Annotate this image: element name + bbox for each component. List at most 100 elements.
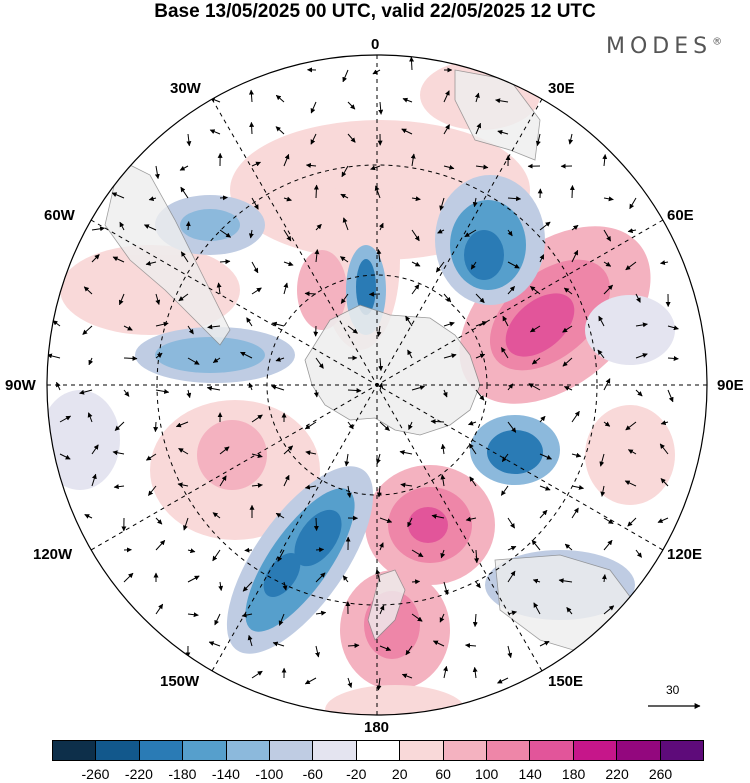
wind-vector bbox=[442, 389, 448, 398]
longitude-label-30w: 30W bbox=[170, 80, 201, 97]
wind-vector bbox=[376, 453, 381, 465]
wind-vector bbox=[283, 229, 292, 242]
wind-vector bbox=[474, 92, 480, 103]
wind-vector bbox=[214, 613, 221, 626]
colorbar-swatch bbox=[356, 741, 401, 760]
wind-vector bbox=[186, 389, 192, 399]
wind-vector bbox=[475, 353, 486, 359]
colorbar-swatch bbox=[487, 741, 531, 760]
colorbar-tick-label: -60 bbox=[302, 766, 323, 782]
wind-vector bbox=[667, 389, 674, 403]
wind-vector bbox=[275, 512, 285, 519]
wind-vector bbox=[411, 196, 421, 202]
wind-vector bbox=[530, 286, 541, 295]
wind-vector bbox=[464, 229, 477, 238]
wind-vector bbox=[601, 574, 607, 583]
wind-vector bbox=[529, 325, 541, 333]
wind-vector bbox=[271, 321, 285, 327]
wind-vector bbox=[183, 517, 189, 531]
colorbar-swatch bbox=[183, 741, 227, 760]
wind-vector bbox=[531, 539, 541, 551]
colorbar-swatch bbox=[96, 741, 140, 760]
wind-vector bbox=[660, 420, 669, 426]
anomaly-region bbox=[408, 507, 448, 543]
wind-vector bbox=[629, 197, 637, 210]
wind-vector bbox=[571, 452, 582, 458]
wind-vector bbox=[209, 129, 221, 135]
wind-vector bbox=[219, 229, 232, 238]
longitude-label-60e: 60E bbox=[667, 207, 694, 224]
longitude-label-30e: 30E bbox=[548, 80, 575, 97]
wind-vector bbox=[219, 195, 228, 201]
wind-vector bbox=[275, 94, 285, 103]
colorbar-swatch bbox=[270, 741, 314, 760]
wind-vector bbox=[112, 450, 125, 456]
wind-vector bbox=[507, 645, 513, 659]
wind-vector bbox=[539, 640, 550, 647]
wind-vector bbox=[249, 121, 255, 135]
wind-vector bbox=[272, 641, 285, 647]
wind-vector bbox=[304, 484, 317, 490]
wind-vector bbox=[470, 261, 477, 270]
wind-vector bbox=[443, 581, 449, 595]
wind-vector bbox=[603, 421, 611, 427]
wind-vector bbox=[660, 478, 669, 487]
wind-vector bbox=[399, 450, 413, 455]
wind-vector bbox=[251, 161, 261, 167]
wind-vectors bbox=[47, 56, 679, 691]
colorbar-tick-label: 180 bbox=[561, 766, 586, 782]
wind-vector bbox=[635, 322, 648, 328]
colorbar-swatch bbox=[313, 741, 357, 760]
wind-vector bbox=[240, 351, 253, 359]
longitude-label-60w: 60W bbox=[44, 207, 75, 224]
wind-vector bbox=[379, 542, 384, 551]
wind-vector bbox=[566, 607, 573, 615]
wind-vector bbox=[502, 315, 509, 327]
colorbar-swatch bbox=[617, 741, 661, 760]
wind-vector bbox=[472, 613, 478, 628]
wind-vector bbox=[439, 197, 445, 211]
colorbar-swatch bbox=[400, 741, 444, 760]
wind-vector bbox=[602, 154, 608, 167]
wind-vector bbox=[660, 260, 669, 266]
wind-vector bbox=[251, 414, 263, 423]
wind-vector bbox=[187, 548, 196, 554]
wind-vector bbox=[59, 415, 72, 423]
colorbar-tick-label: 20 bbox=[391, 766, 408, 782]
wind-vector bbox=[497, 677, 509, 684]
wind-vector bbox=[402, 97, 413, 103]
wind-vector bbox=[212, 357, 221, 364]
colorbar-tick-label: 220 bbox=[605, 766, 629, 782]
wind-vector bbox=[82, 325, 93, 335]
wind-vector bbox=[372, 69, 381, 75]
wind-vector bbox=[175, 421, 189, 428]
wind-vector bbox=[241, 612, 253, 618]
wind-vector bbox=[627, 517, 637, 527]
anomaly-region bbox=[47, 390, 120, 490]
colorbar-tick-label: 140 bbox=[518, 766, 542, 782]
wind-vector bbox=[315, 357, 324, 369]
wind-vector bbox=[410, 153, 416, 167]
wind-vector bbox=[603, 284, 613, 295]
wind-vector bbox=[475, 293, 485, 304]
wind-vector bbox=[123, 325, 133, 331]
wind-vector bbox=[83, 286, 93, 295]
colorbar-tick-label: 100 bbox=[474, 766, 499, 782]
colorbar-tick-label: 260 bbox=[648, 766, 673, 782]
wind-vector bbox=[304, 677, 317, 685]
wind-vector bbox=[347, 677, 353, 688]
wind-vector bbox=[627, 449, 637, 455]
wind-vector bbox=[208, 641, 221, 647]
wind-vector bbox=[435, 261, 445, 273]
anomaly-region bbox=[356, 259, 376, 315]
wind-vector bbox=[180, 186, 189, 199]
wind-vector bbox=[315, 547, 325, 553]
wind-vector bbox=[625, 421, 637, 431]
wind-vector bbox=[88, 357, 94, 366]
wind-vector bbox=[657, 517, 669, 523]
wind-vector bbox=[571, 249, 579, 263]
wind-vector bbox=[571, 410, 580, 423]
wind-vector bbox=[310, 133, 317, 145]
wind-vector bbox=[186, 133, 192, 147]
wind-vector bbox=[305, 450, 317, 456]
